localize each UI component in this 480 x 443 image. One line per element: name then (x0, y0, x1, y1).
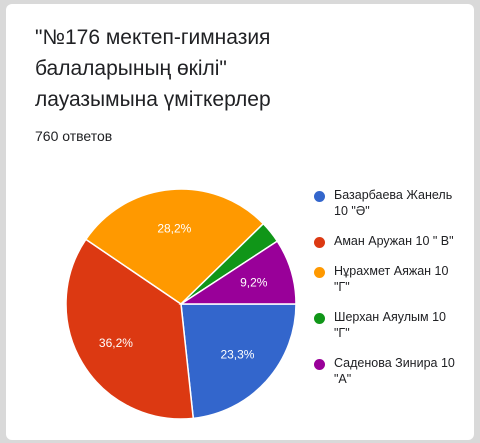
pie-slice-5[interactable] (178, 240, 297, 305)
legend-label: Саденова Зинира 10 "А" (334, 356, 455, 386)
pie-slice-2[interactable] (65, 238, 195, 420)
slice-label-1: 23,3% (220, 348, 254, 362)
response-count: 760 ответов (35, 128, 113, 144)
legend-item-2[interactable]: Аман Аружан 10 " В" (314, 233, 464, 249)
legend-swatch (314, 313, 325, 324)
pie-chart: 23,3% 36,2% 28,2% 9,2% (65, 188, 297, 420)
legend-item-4[interactable]: Шерхан Аяулым 10 "Г" (314, 309, 464, 341)
legend-label: Шерхан Аяулым 10 "Г" (334, 310, 446, 340)
legend-item-5[interactable]: Саденова Зинира 10 "А" (314, 355, 464, 387)
legend-swatch (314, 359, 325, 370)
legend-label: Аман Аружан 10 " В" (334, 234, 454, 248)
legend-item-3[interactable]: Нұрахмет Аяжан 10 "Г" (314, 263, 464, 295)
slice-label-5: 9,2% (240, 275, 268, 289)
form-response-card: "№176 мектеп-гимназия балаларының өкілі"… (6, 4, 474, 440)
slice-label-3: 28,2% (157, 221, 191, 235)
legend-swatch (314, 237, 325, 248)
legend-swatch (314, 267, 325, 278)
legend-label: Базарбаева Жанель 10 "Ә" (334, 188, 453, 218)
legend-item-1[interactable]: Базарбаева Жанель 10 "Ә" (314, 187, 464, 219)
legend-label: Нұрахмет Аяжан 10 "Г" (334, 264, 449, 294)
question-title: "№176 мектеп-гимназия балаларының өкілі"… (35, 26, 271, 111)
chart-legend: Базарбаева Жанель 10 "Ә" Аман Аружан 10 "… (314, 187, 464, 401)
pie-slice-3[interactable] (84, 188, 265, 305)
pie-slice-1[interactable] (180, 303, 297, 420)
slice-label-2: 36,2% (99, 336, 133, 350)
legend-swatch (314, 191, 325, 202)
